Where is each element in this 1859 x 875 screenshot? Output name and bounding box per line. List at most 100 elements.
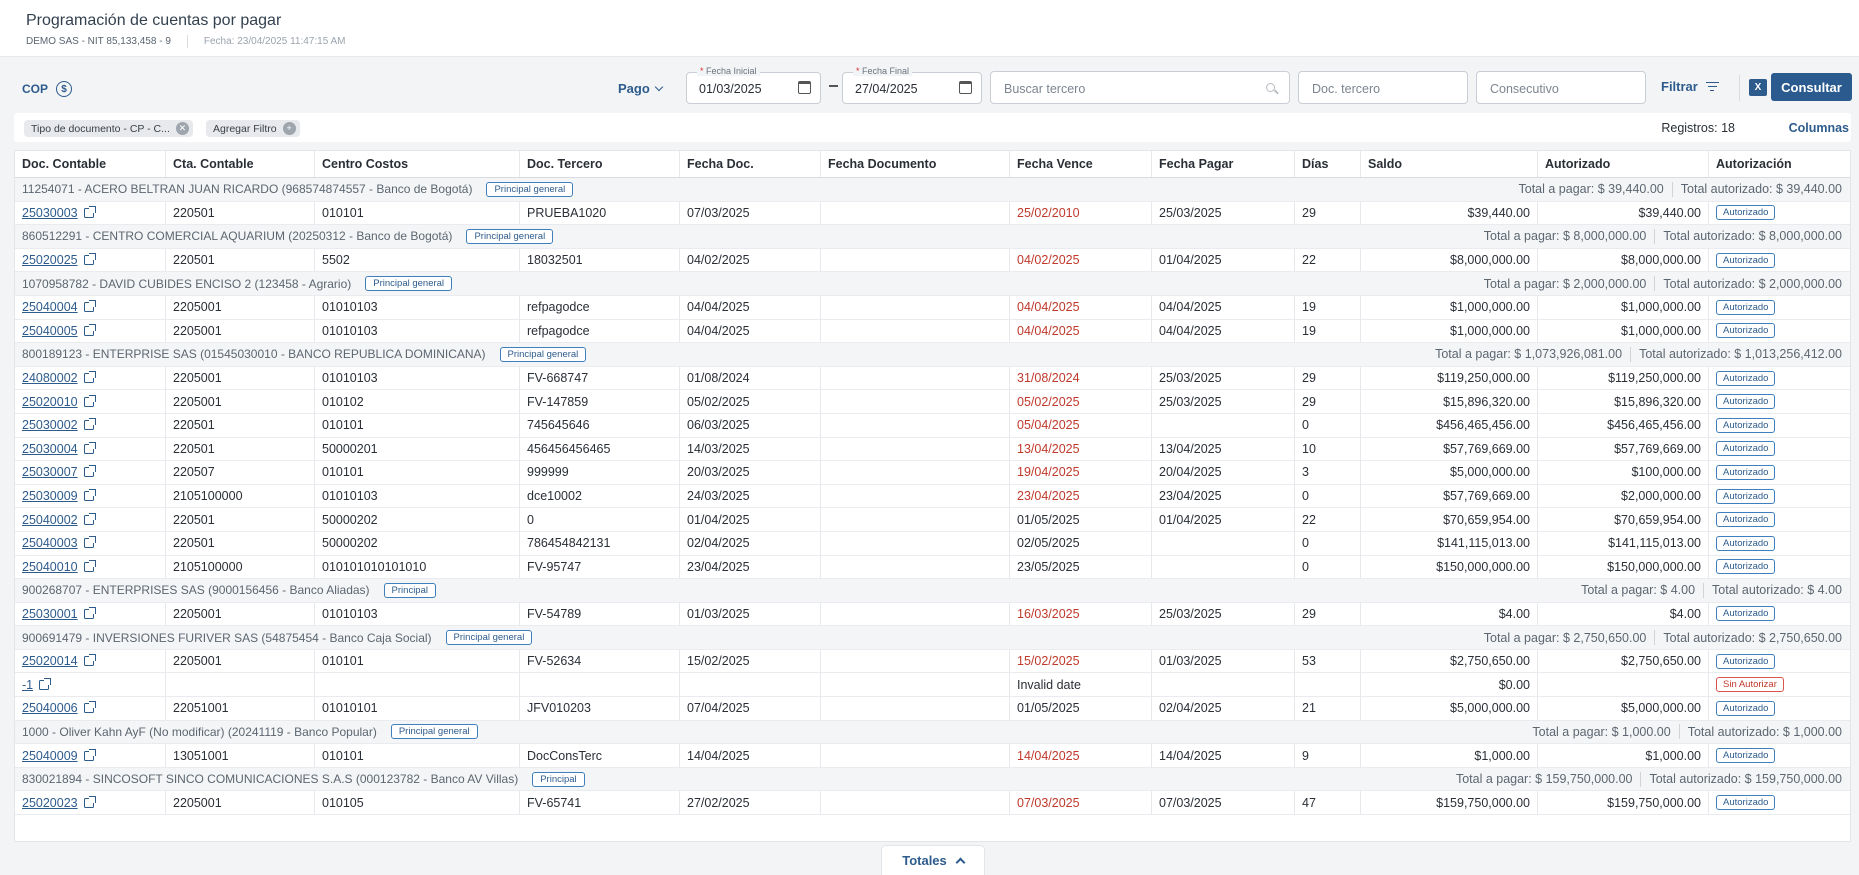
table-row[interactable]: 25030004 220501 50000201 456456456465 14/03/… bbox=[15, 437, 1850, 462]
external-link-icon[interactable] bbox=[83, 748, 96, 761]
close-icon[interactable]: ✕ bbox=[175, 122, 189, 135]
table-row[interactable]: 25030007 220507 010101 999999 20/03/2025 19/0… bbox=[15, 461, 1850, 485]
table-row[interactable]: 25040002 220501 50000202 0 01/04/2025 01/05/2… bbox=[15, 508, 1850, 532]
totales-button[interactable]: Totales bbox=[881, 845, 985, 875]
doc-link[interactable]: 25030001 bbox=[22, 606, 96, 621]
doc-link[interactable]: 25040003 bbox=[22, 536, 96, 550]
doc-link[interactable]: 25040004 bbox=[22, 300, 96, 314]
cell-doc-tercero: refpagodce bbox=[519, 319, 679, 343]
column-header-dias[interactable]: Días bbox=[1294, 151, 1360, 177]
status-badge: Autorizado bbox=[1716, 417, 1776, 433]
doc-link[interactable]: 25020025 bbox=[22, 253, 96, 267]
total-pagar: Total a pagar: $ 4.00 bbox=[1581, 583, 1696, 598]
doc-link[interactable]: 25030002 bbox=[22, 418, 96, 432]
external-link-icon[interactable] bbox=[83, 300, 96, 313]
group-badge: Principal general bbox=[445, 630, 533, 646]
external-link-icon[interactable] bbox=[83, 489, 96, 502]
external-link-icon[interactable] bbox=[83, 441, 96, 454]
group-name: 1070958782 - DAVID CUBIDES ENCISO 2 (123… bbox=[22, 272, 453, 295]
external-link-icon[interactable] bbox=[83, 371, 96, 384]
doc-link[interactable]: 25020023 bbox=[22, 795, 96, 810]
doc-link[interactable]: 25030003 bbox=[22, 205, 96, 220]
calendar-icon[interactable] bbox=[798, 81, 811, 94]
cell-fecha-pagar: 25/03/2025 bbox=[1151, 366, 1294, 390]
group-badge: Principal general bbox=[499, 346, 587, 362]
doc-link[interactable]: 24080002 bbox=[22, 371, 96, 385]
external-link-icon[interactable] bbox=[39, 677, 52, 690]
add-filter-chip[interactable]: Agregar Filtro + bbox=[206, 120, 300, 137]
cell-fecha-pagar bbox=[1151, 531, 1294, 555]
cell-doc-contable: 25030004 bbox=[15, 438, 165, 461]
doc-link[interactable]: -1 bbox=[22, 677, 52, 692]
column-header-fecha-documento[interactable]: Fecha Documento bbox=[820, 151, 1009, 177]
table-row[interactable]: 25030003 220501 010101 PRUEBA1020 07/03/2025… bbox=[15, 201, 1850, 226]
table-row[interactable]: 25040006 22051001 01010101 JFV010203 07/04/2… bbox=[15, 697, 1850, 721]
external-link-icon[interactable] bbox=[83, 536, 96, 549]
external-link-icon[interactable] bbox=[83, 205, 96, 218]
table-row[interactable]: 25040010 2105100000 010101010101010 FV-9574… bbox=[15, 555, 1850, 580]
column-header-cta-contable[interactable]: Cta. Contable bbox=[165, 151, 314, 177]
table-row[interactable]: 25040005 2205001 01010103 refpagodce 04/04/2… bbox=[15, 319, 1850, 344]
table-row[interactable]: 25030001 2205001 01010103 FV-54789 01/03/202… bbox=[15, 602, 1850, 627]
currency-selector[interactable]: COP $ bbox=[22, 81, 73, 97]
external-link-icon[interactable] bbox=[83, 253, 96, 266]
doc-link[interactable]: 25020014 bbox=[22, 654, 96, 668]
column-header-doc-tercero[interactable]: Doc. Tercero bbox=[519, 151, 679, 177]
external-link-icon[interactable] bbox=[83, 465, 96, 478]
table-row[interactable]: 25040003 220501 50000202 786454842131 02/04/… bbox=[15, 531, 1850, 556]
doc-tercero-input[interactable]: Doc. tercero bbox=[1298, 71, 1468, 104]
column-header-saldo[interactable]: Saldo bbox=[1360, 151, 1537, 177]
external-link-icon[interactable] bbox=[83, 323, 96, 336]
table-row[interactable]: 25030009 2105100000 01010103 dce10002 24/03/… bbox=[15, 484, 1850, 509]
column-header-autorizacion[interactable]: Autorización bbox=[1708, 151, 1850, 177]
doc-link[interactable]: 25030004 bbox=[22, 441, 96, 456]
table-row[interactable]: 25020023 2205001 010105 FV-65741 27/02/2025 0… bbox=[15, 791, 1850, 816]
column-header-centro-costos[interactable]: Centro Costos bbox=[314, 151, 519, 177]
calendar-icon[interactable] bbox=[959, 81, 972, 94]
cell-fecha-documento bbox=[820, 484, 1009, 508]
consultar-button[interactable]: Consultar bbox=[1771, 73, 1852, 101]
group-badge: Principal general bbox=[466, 228, 554, 244]
columnas-button[interactable]: Columnas bbox=[1788, 121, 1849, 135]
doc-link[interactable]: 25040010 bbox=[22, 559, 96, 574]
table-row[interactable]: -1 Invalid date $0.00 Sin Autorizar bbox=[15, 673, 1850, 698]
doc-link[interactable]: 25030009 bbox=[22, 489, 96, 503]
external-link-icon[interactable] bbox=[83, 795, 96, 808]
table-row[interactable]: 25040009 13051001 010101 DocConsTerc 14/04/2… bbox=[15, 744, 1850, 768]
column-header-doc-contable[interactable]: Doc. Contable bbox=[22, 157, 107, 171]
external-link-icon[interactable] bbox=[83, 654, 96, 667]
column-header-autorizado[interactable]: Autorizado bbox=[1537, 151, 1708, 177]
plus-icon[interactable]: + bbox=[282, 122, 296, 135]
doc-link[interactable]: 25040006 bbox=[22, 701, 96, 715]
doc-link[interactable]: 25040005 bbox=[22, 323, 96, 338]
consecutivo-input[interactable]: Consecutivo bbox=[1476, 71, 1646, 104]
table-row[interactable]: 25020010 2205001 010102 FV-147859 05/02/2025… bbox=[15, 390, 1850, 414]
table-row[interactable]: 25030002 220501 010101 745645646 06/03/2025 0… bbox=[15, 413, 1850, 438]
table-row[interactable]: 25020014 2205001 010101 FV-52634 15/02/2025 1… bbox=[15, 649, 1850, 674]
fecha-final-field[interactable]: * Fecha Final 27/04/2025 bbox=[842, 66, 982, 104]
column-header-fecha-doc[interactable]: Fecha Doc. bbox=[679, 151, 820, 177]
column-header-fecha-pagar[interactable]: Fecha Pagar bbox=[1151, 151, 1294, 177]
fecha-inicial-field[interactable]: * Fecha Inicial 01/03/2025 bbox=[686, 66, 821, 104]
external-link-icon[interactable] bbox=[83, 701, 96, 714]
pago-dropdown[interactable]: Pago bbox=[618, 78, 664, 98]
excel-export-icon[interactable]: X bbox=[1749, 79, 1767, 96]
cell-fecha-pagar: 01/03/2025 bbox=[1151, 649, 1294, 673]
filter-chip-tipo-documento[interactable]: Tipo de documento - CP - C... ✕ bbox=[24, 120, 193, 137]
buscar-tercero-input[interactable]: Buscar tercero bbox=[990, 71, 1290, 104]
table-row[interactable]: 25020025 220501 5502 18032501 04/02/2025 04/0… bbox=[15, 248, 1850, 273]
doc-link[interactable]: 25040002 bbox=[22, 512, 96, 527]
filtrar-button[interactable]: Filtrar bbox=[1661, 79, 1719, 94]
cell-saldo: $1,000,000.00 bbox=[1360, 295, 1537, 319]
external-link-icon[interactable] bbox=[83, 606, 96, 619]
external-link-icon[interactable] bbox=[83, 394, 96, 407]
external-link-icon[interactable] bbox=[83, 559, 96, 572]
table-row[interactable]: 24080002 2205001 01010103 FV-668747 01/08/20… bbox=[15, 366, 1850, 391]
table-row[interactable]: 25040004 2205001 01010103 refpagodce 04/04/2… bbox=[15, 295, 1850, 320]
doc-link[interactable]: 25040009 bbox=[22, 748, 96, 763]
external-link-icon[interactable] bbox=[83, 512, 96, 525]
external-link-icon[interactable] bbox=[83, 418, 96, 431]
doc-link[interactable]: 25020010 bbox=[22, 394, 96, 409]
doc-link[interactable]: 25030007 bbox=[22, 465, 96, 479]
column-header-fecha-vence[interactable]: Fecha Vence bbox=[1009, 151, 1151, 177]
